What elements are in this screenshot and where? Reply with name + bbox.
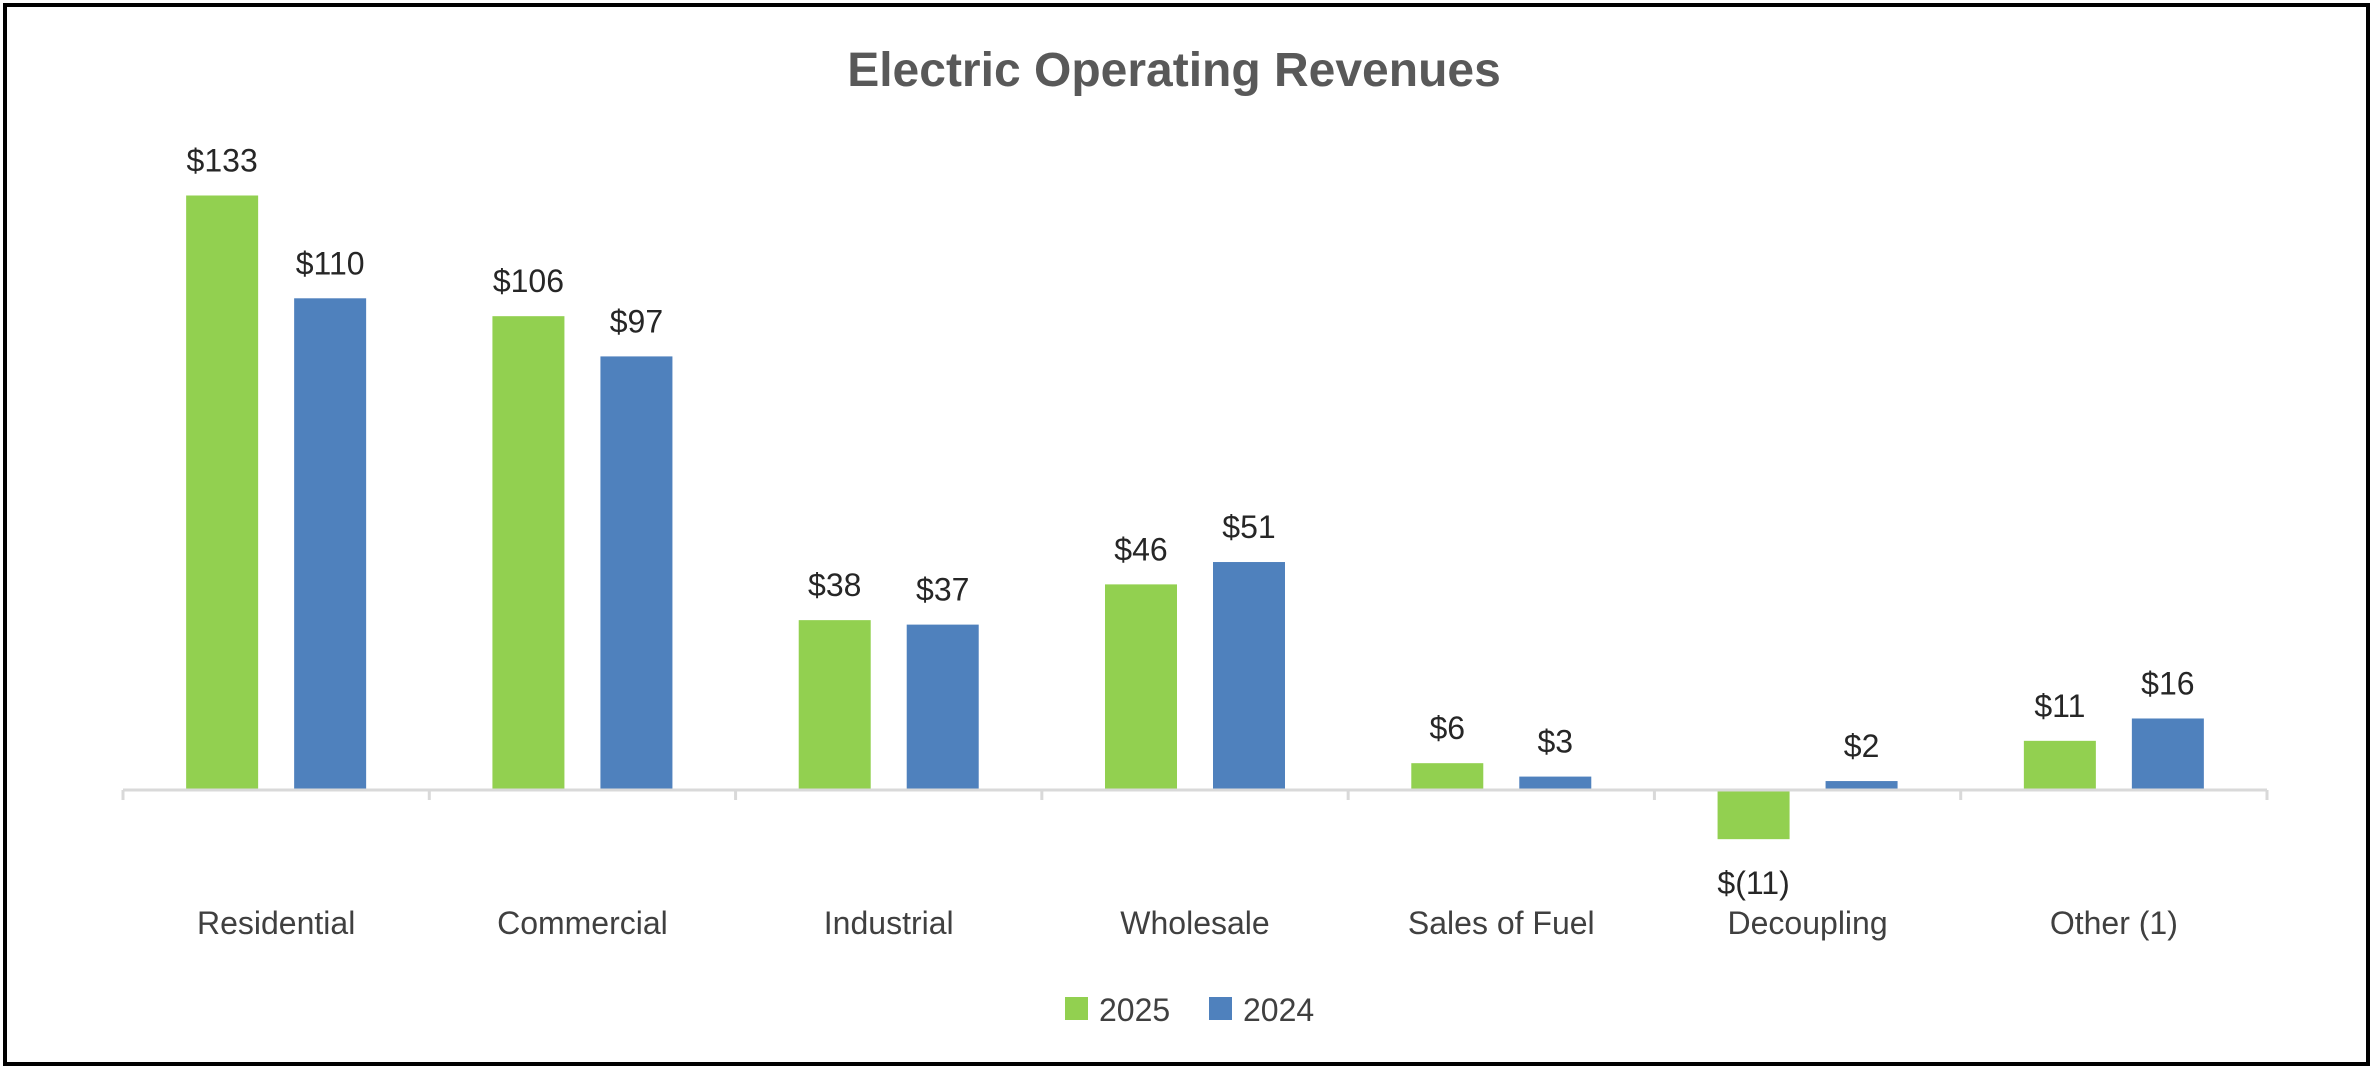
- bar-2024-commercial: [600, 356, 673, 790]
- data-label: $38: [808, 567, 861, 603]
- data-label: $16: [2141, 665, 2194, 701]
- legend-swatch-2025: [1065, 997, 1088, 1020]
- data-label: $6: [1429, 710, 1465, 746]
- category-label: Decoupling: [1728, 905, 1888, 941]
- bar-2025-sales-of-fuel: [1411, 763, 1484, 790]
- chart-title: Electric Operating Revenues: [847, 44, 1501, 97]
- data-label: $133: [187, 142, 258, 178]
- bar-2025-decoupling: [1717, 790, 1790, 840]
- data-label: $51: [1222, 509, 1275, 545]
- data-label: $(11): [1717, 865, 1789, 901]
- category-label: Residential: [197, 905, 355, 941]
- category-label: Commercial: [497, 905, 668, 941]
- category-label: Other (1): [2050, 905, 2178, 941]
- bar-2025-industrial: [798, 620, 871, 790]
- bar-2024-wholesale: [1213, 562, 1285, 790]
- legend-label-2024: 2024: [1243, 992, 1314, 1028]
- data-labels-layer: $133 $110 $106 $97 $38 $37 $46 $51 $6 $3 $(11) $2 $1…: [187, 142, 2195, 901]
- data-label: $97: [610, 303, 663, 339]
- data-label: $37: [916, 572, 969, 608]
- legend-label-2025: 2025: [1099, 992, 1170, 1028]
- bar-2024-sales-of-fuel: [1519, 776, 1592, 790]
- data-label: $106: [493, 263, 564, 299]
- data-label: $11: [2034, 688, 2085, 724]
- category-label: Wholesale: [1120, 905, 1269, 941]
- data-label: $46: [1114, 531, 1167, 567]
- category-label: Sales of Fuel: [1408, 905, 1595, 941]
- bar-2025-residential: [186, 195, 259, 791]
- bar-2025-wholesale: [1105, 584, 1177, 790]
- x-axis-ticks: [121, 790, 2269, 800]
- bar-2025-commercial: [492, 316, 565, 790]
- bar-2025-other-1: [2023, 740, 2096, 790]
- bar-2024-other-1: [2131, 718, 2204, 790]
- bars-layer: [186, 195, 2204, 840]
- category-labels-layer: Residential Commercial Industrial Wholesale…: [197, 905, 2178, 941]
- data-label: $3: [1537, 724, 1573, 760]
- data-label: $110: [296, 245, 365, 281]
- bar-2024-decoupling: [1825, 781, 1898, 790]
- legend-swatch-2024: [1209, 997, 1232, 1020]
- chart-frame: [3, 3, 2370, 1066]
- bar-2024-industrial: [906, 624, 979, 790]
- data-label: $2: [1844, 728, 1880, 764]
- category-label: Industrial: [824, 905, 954, 941]
- bar-2024-residential: [294, 298, 367, 790]
- legend: 2025 2024: [1065, 992, 1314, 1028]
